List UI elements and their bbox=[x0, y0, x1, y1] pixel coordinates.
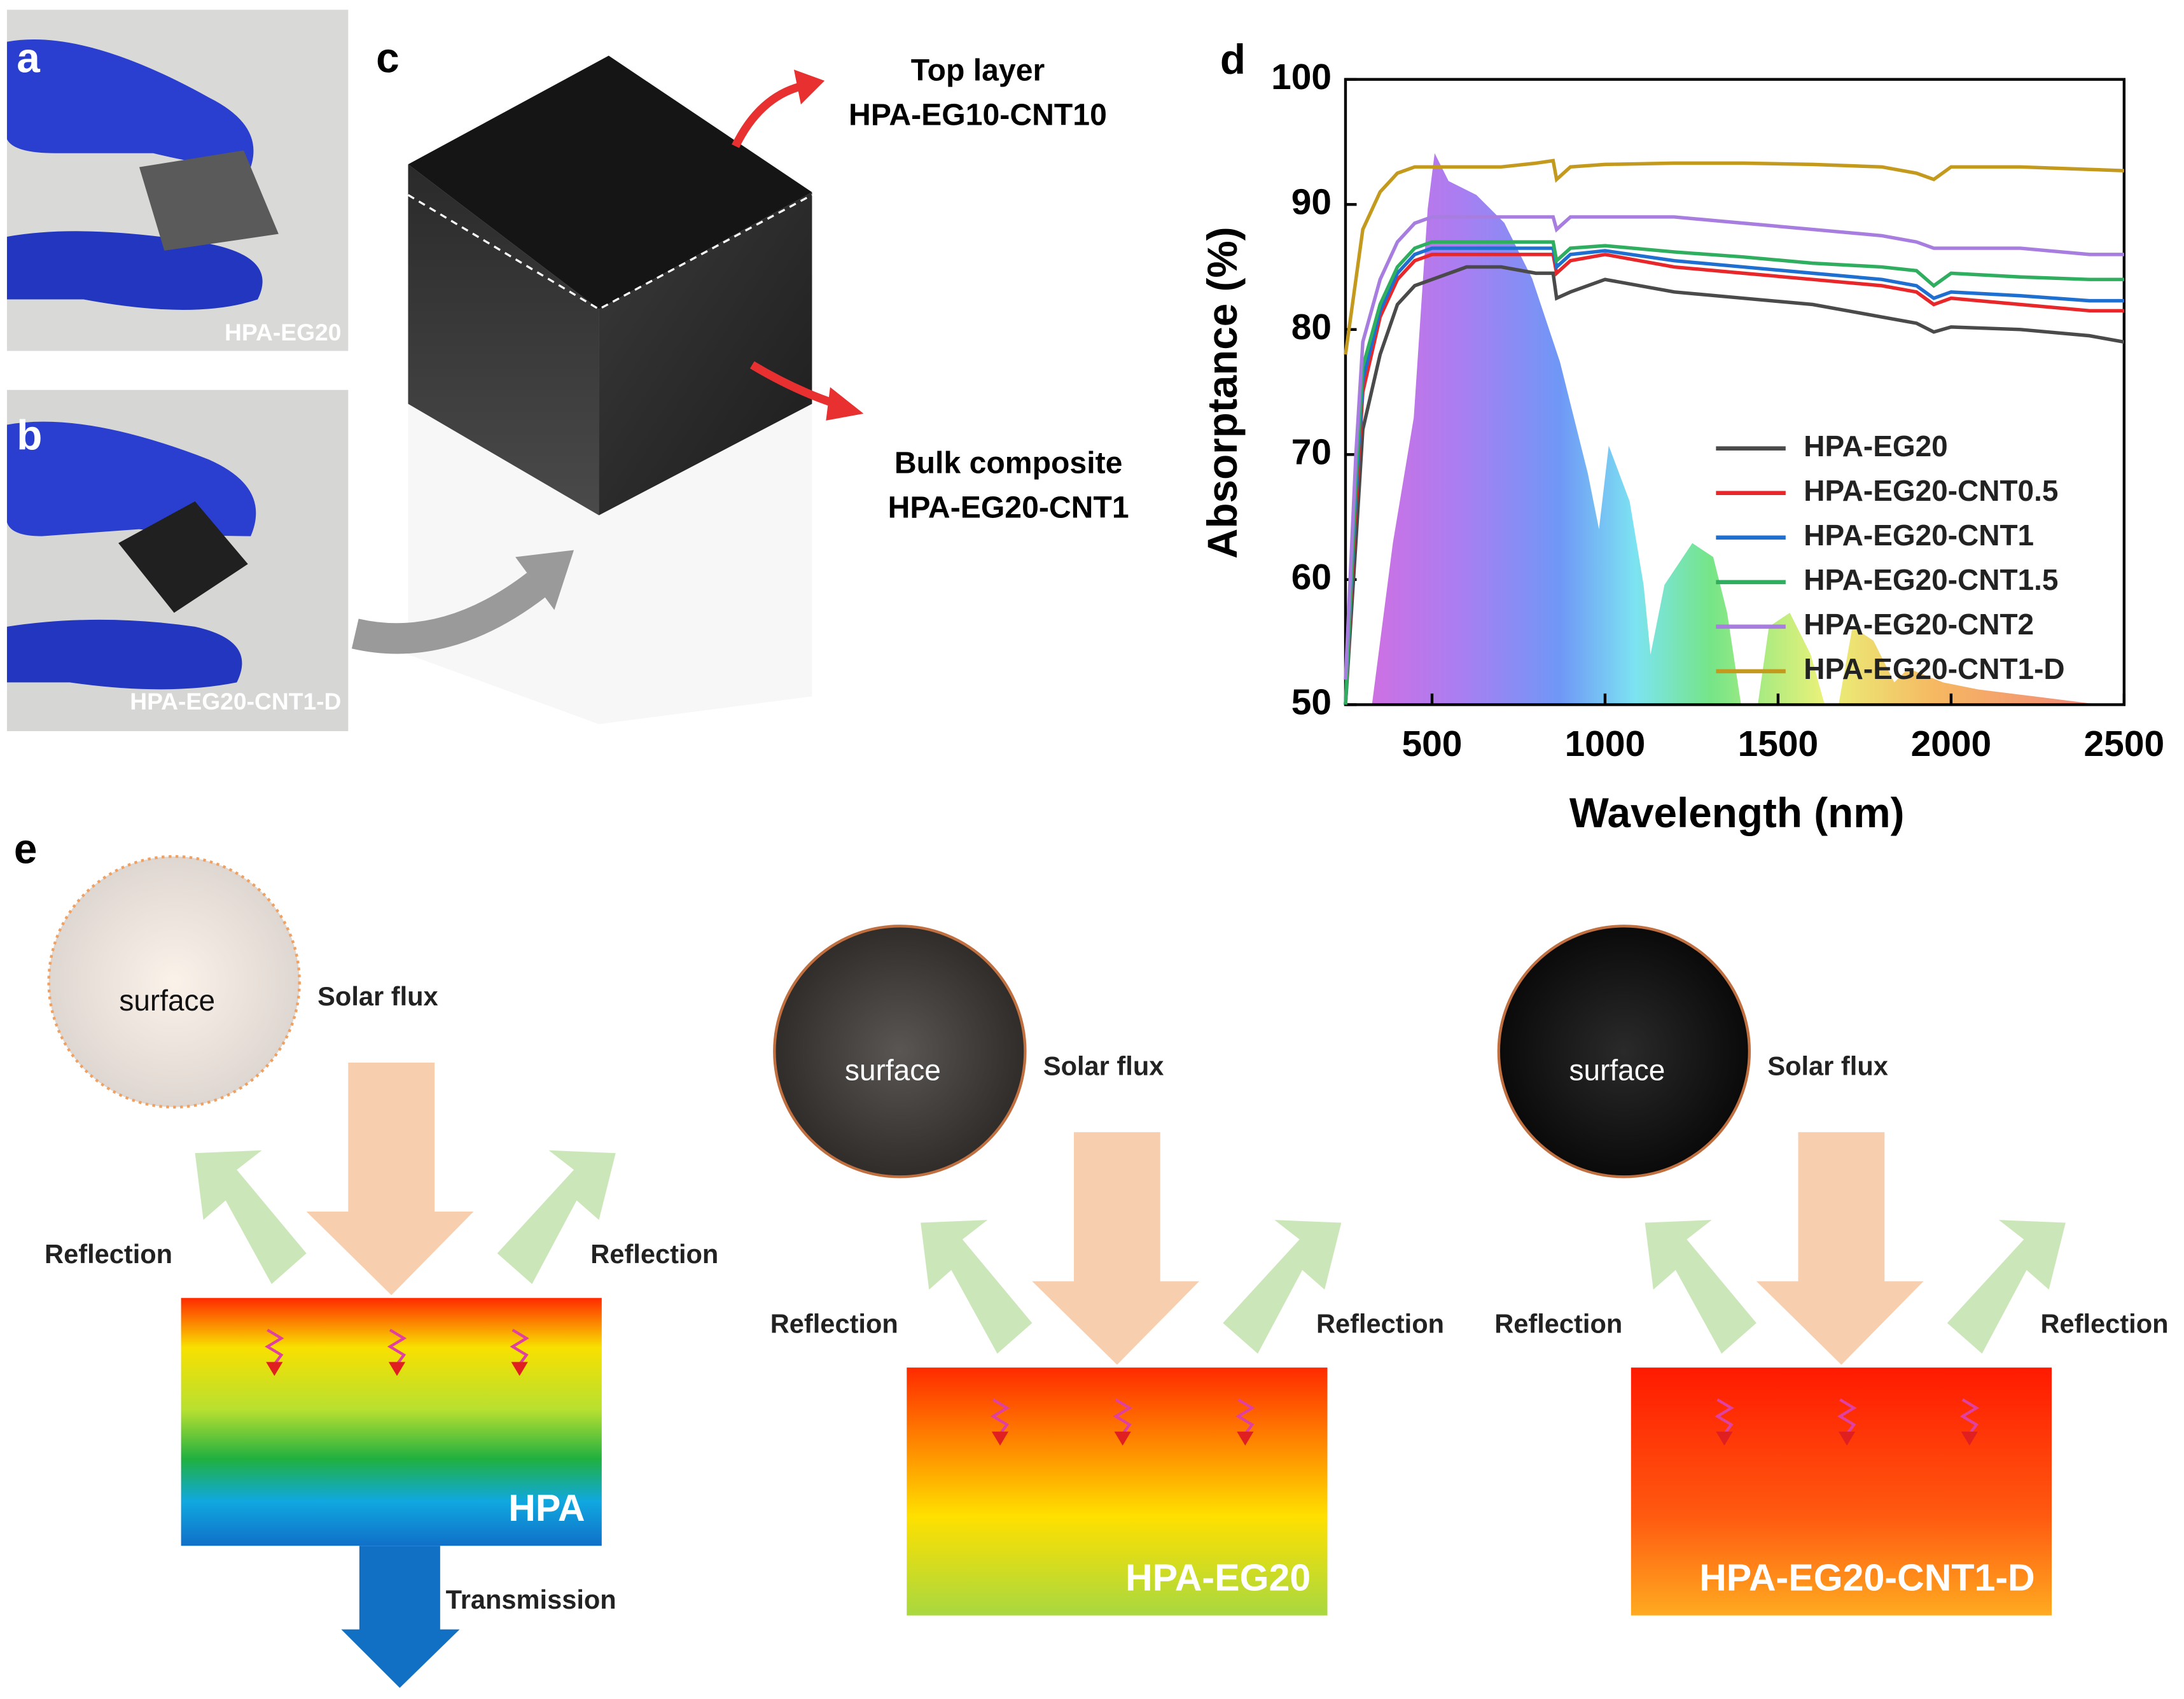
heat-arrow bbox=[265, 1329, 284, 1367]
surface-label: surface bbox=[119, 984, 215, 1017]
panel-label: a bbox=[17, 35, 40, 81]
panel-label: e bbox=[14, 826, 38, 872]
heat-arrowhead bbox=[388, 1362, 406, 1376]
reflection-label: Reflection bbox=[45, 1239, 172, 1269]
heat-arrow bbox=[1715, 1398, 1734, 1437]
x-tick-label: 2500 bbox=[2084, 724, 2165, 764]
x-tick-label: 1500 bbox=[1738, 724, 1819, 764]
solar-flux-arrow bbox=[1032, 1132, 1200, 1365]
legend-label: HPA-EG20-CNT1 bbox=[1804, 519, 2034, 552]
flux-label: Solar flux bbox=[317, 981, 438, 1011]
surface-image bbox=[1497, 925, 1751, 1178]
panel-label: d bbox=[1220, 36, 1246, 83]
legend-label: HPA-EG20-CNT1-D bbox=[1804, 652, 2064, 685]
mechanism: surface Solar flux Reflection Reflection HPA… bbox=[1494, 925, 2169, 1616]
cube bbox=[351, 55, 864, 725]
y-axis-title: Absorptance (%) bbox=[1199, 227, 1246, 559]
material-block bbox=[1631, 1367, 2052, 1616]
heat-arrowhead bbox=[1114, 1431, 1131, 1446]
annotation: HPA-EG20-CNT1 bbox=[888, 491, 1129, 525]
heat-arrowhead bbox=[266, 1362, 283, 1376]
heat-arrow bbox=[1235, 1398, 1255, 1437]
heat-arrow bbox=[510, 1329, 529, 1367]
heat-arrowhead bbox=[991, 1431, 1009, 1446]
mechanism: surface Solar flux Reflection Reflection HPA… bbox=[770, 925, 1444, 1616]
y-tick-label: 50 bbox=[1291, 682, 1332, 722]
data-line bbox=[1344, 240, 2124, 705]
photo-caption: HPA-EG20 bbox=[225, 319, 341, 346]
data-line bbox=[1344, 246, 2124, 705]
reflection-arrow bbox=[921, 1220, 1033, 1354]
solar-flux-arrow bbox=[1756, 1132, 1924, 1365]
surface-label: surface bbox=[845, 1053, 941, 1086]
data-line bbox=[1344, 215, 2124, 680]
reflection-arrow bbox=[1645, 1220, 1756, 1354]
solar-spectrum bbox=[1372, 153, 2124, 705]
photo-a bbox=[6, 10, 349, 351]
heat-arrowhead bbox=[1961, 1431, 1978, 1446]
reflection-label: Reflection bbox=[1316, 1308, 1444, 1338]
flux-label: Solar flux bbox=[1043, 1051, 1164, 1081]
panel-label: b bbox=[17, 412, 42, 459]
data-line bbox=[1344, 158, 2124, 355]
y-tick-label: 80 bbox=[1291, 307, 1332, 347]
material-block bbox=[907, 1367, 1328, 1616]
annotation: Top layer bbox=[911, 53, 1045, 88]
heat-arrowhead bbox=[1237, 1431, 1254, 1446]
transmission-arrow bbox=[341, 1546, 460, 1688]
material-block bbox=[181, 1297, 602, 1546]
transmission-label: Transmission bbox=[446, 1584, 616, 1614]
y-tick-label: 70 bbox=[1291, 431, 1332, 472]
heat-arrow bbox=[1959, 1398, 1980, 1437]
reflection-arrow bbox=[497, 1150, 616, 1284]
x-tick-label: 500 bbox=[1402, 724, 1462, 764]
flux-label: Solar flux bbox=[1767, 1051, 1888, 1081]
y-tick-label: 60 bbox=[1291, 557, 1332, 598]
x-tick-label: 2000 bbox=[1911, 724, 1992, 764]
reflection-label: Reflection bbox=[1494, 1308, 1622, 1338]
annotation: HPA-EG10-CNT10 bbox=[849, 98, 1107, 132]
data-line bbox=[1344, 253, 2124, 705]
legend-label: HPA-EG20-CNT0.5 bbox=[1804, 474, 2058, 507]
heat-arrow bbox=[990, 1398, 1010, 1437]
y-tick-label: 90 bbox=[1291, 181, 1332, 222]
surface-image bbox=[47, 855, 301, 1109]
x-tick-label: 1000 bbox=[1565, 724, 1646, 764]
solar-flux-arrow bbox=[306, 1062, 474, 1296]
data-line bbox=[1344, 265, 2125, 705]
heat-arrowhead bbox=[1839, 1431, 1856, 1446]
mechanism: surface Solar flux Reflection Reflection HPA… bbox=[45, 855, 718, 1688]
reflection-arrow bbox=[195, 1150, 307, 1284]
heat-arrow bbox=[1837, 1398, 1857, 1437]
heat-arrowhead bbox=[511, 1362, 528, 1376]
legend-label: HPA-EG20-CNT1.5 bbox=[1804, 563, 2058, 596]
surface-image bbox=[773, 925, 1027, 1178]
legend-label: HPA-EG20 bbox=[1804, 430, 1947, 463]
plot-frame bbox=[1344, 78, 2126, 706]
material-label: HPA-EG20-CNT1-D bbox=[1699, 1556, 2035, 1599]
photo-b bbox=[6, 389, 349, 731]
reflection-arrow bbox=[1223, 1220, 1342, 1354]
reflection-label: Reflection bbox=[770, 1308, 898, 1338]
x-axis-title: Wavelength (nm) bbox=[1569, 790, 1905, 836]
heat-arrow bbox=[387, 1329, 407, 1367]
material-label: HPA-EG20 bbox=[1125, 1556, 1311, 1599]
reflection-arrow bbox=[1947, 1220, 2066, 1354]
legend-label: HPA-EG20-CNT2 bbox=[1804, 608, 2034, 641]
annotation: Bulk composite bbox=[894, 446, 1123, 480]
photo-caption: HPA-EG20-CNT1-D bbox=[130, 688, 341, 715]
surface-label: surface bbox=[1569, 1053, 1666, 1086]
material-label: HPA bbox=[508, 1486, 585, 1529]
panel-label: c bbox=[376, 35, 400, 81]
reflection-label: Reflection bbox=[590, 1239, 718, 1269]
reflection-label: Reflection bbox=[2040, 1308, 2168, 1338]
heat-arrowhead bbox=[1716, 1431, 1733, 1446]
y-tick-label: 100 bbox=[1271, 57, 1332, 97]
heat-arrow bbox=[1113, 1398, 1132, 1437]
